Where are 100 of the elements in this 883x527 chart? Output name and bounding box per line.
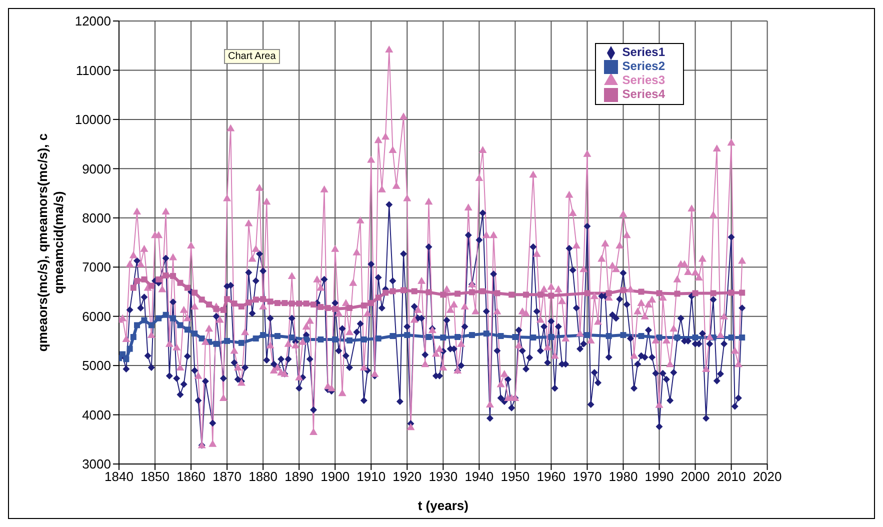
point xyxy=(468,289,475,296)
point xyxy=(656,334,662,340)
point xyxy=(213,340,220,347)
point xyxy=(303,300,310,307)
point xyxy=(130,334,136,340)
point xyxy=(156,315,162,322)
point xyxy=(494,290,500,296)
point xyxy=(548,292,554,299)
point xyxy=(530,334,536,340)
x-tick-label: 2010 xyxy=(716,469,746,484)
point xyxy=(584,290,590,296)
point xyxy=(170,315,176,322)
y-tick-label: 10000 xyxy=(74,112,111,128)
point xyxy=(252,335,259,342)
point xyxy=(656,290,662,296)
point xyxy=(692,334,698,340)
x-tick-label: 1990 xyxy=(644,469,674,484)
point xyxy=(483,330,490,337)
point xyxy=(231,300,238,307)
point xyxy=(382,290,389,296)
x-axis-title: t (years) xyxy=(418,498,468,513)
y-tick-label: 7000 xyxy=(82,260,111,275)
point xyxy=(318,304,324,310)
y-tick-label: 5000 xyxy=(82,358,111,374)
point xyxy=(480,288,486,294)
point xyxy=(303,336,310,342)
point xyxy=(426,289,432,296)
x-tick-label: 1840 xyxy=(104,469,134,484)
point xyxy=(404,332,410,338)
point xyxy=(252,296,259,303)
point xyxy=(606,290,612,296)
y-tick-label: 9000 xyxy=(82,161,111,176)
point xyxy=(134,278,140,284)
point xyxy=(288,334,295,340)
legend-label: Series2 xyxy=(622,59,665,74)
point xyxy=(638,288,644,295)
point xyxy=(411,288,418,294)
point xyxy=(296,300,302,307)
point xyxy=(148,282,154,289)
annotation: Chart Area xyxy=(224,49,280,64)
y-tick-label: 12000 xyxy=(74,14,111,29)
x-tick-label: 1960 xyxy=(536,469,566,484)
point xyxy=(224,338,230,344)
x-tick-label: 1900 xyxy=(320,469,350,484)
point xyxy=(310,302,316,308)
point xyxy=(522,292,529,298)
point xyxy=(508,292,515,298)
point xyxy=(739,334,746,340)
point xyxy=(332,306,338,312)
point xyxy=(360,336,367,342)
point xyxy=(728,334,734,340)
y-tick-label: 8000 xyxy=(82,210,111,226)
point xyxy=(375,294,382,301)
point xyxy=(141,276,148,282)
point xyxy=(224,296,230,302)
x-tick-label: 1930 xyxy=(428,469,458,484)
point xyxy=(126,346,133,352)
x-tick-label: 1970 xyxy=(572,469,602,484)
point xyxy=(332,336,338,342)
legend-label: Series1 xyxy=(622,45,665,60)
point xyxy=(162,272,169,278)
x-tick-label: 1980 xyxy=(608,469,638,484)
point xyxy=(346,337,353,344)
point xyxy=(130,284,136,291)
x-tick-label: 2020 xyxy=(752,469,782,484)
point xyxy=(141,317,148,324)
y-axis-title: qmeaors(mc/s), qmeamors(mc/s), c qmeamcid(ma/s) xyxy=(35,133,66,352)
point xyxy=(238,303,244,310)
x-tick-label: 1910 xyxy=(356,469,386,484)
point xyxy=(375,335,382,342)
point xyxy=(728,290,734,296)
y-tick-label: 4000 xyxy=(82,407,111,422)
point xyxy=(548,334,554,340)
x-tick-label: 1850 xyxy=(140,469,170,484)
point xyxy=(620,287,626,294)
point xyxy=(468,332,475,338)
y-tick-label: 3000 xyxy=(82,456,111,472)
point xyxy=(606,333,612,340)
x-tick-label: 1940 xyxy=(464,469,494,484)
point xyxy=(148,322,154,328)
point xyxy=(318,336,324,342)
point xyxy=(213,306,220,312)
point xyxy=(260,296,266,302)
point xyxy=(192,330,198,337)
point xyxy=(324,304,331,311)
point xyxy=(274,333,280,340)
point xyxy=(440,292,446,298)
point xyxy=(584,332,590,338)
point xyxy=(238,340,244,346)
point xyxy=(692,290,698,296)
point xyxy=(440,334,446,340)
point xyxy=(274,300,280,306)
point xyxy=(134,322,140,328)
point xyxy=(288,300,295,307)
point xyxy=(192,290,198,296)
x-tick-label: 1870 xyxy=(212,469,242,484)
point xyxy=(246,300,252,306)
point xyxy=(360,302,367,309)
legend-label: Series4 xyxy=(622,87,665,102)
point xyxy=(220,306,226,313)
